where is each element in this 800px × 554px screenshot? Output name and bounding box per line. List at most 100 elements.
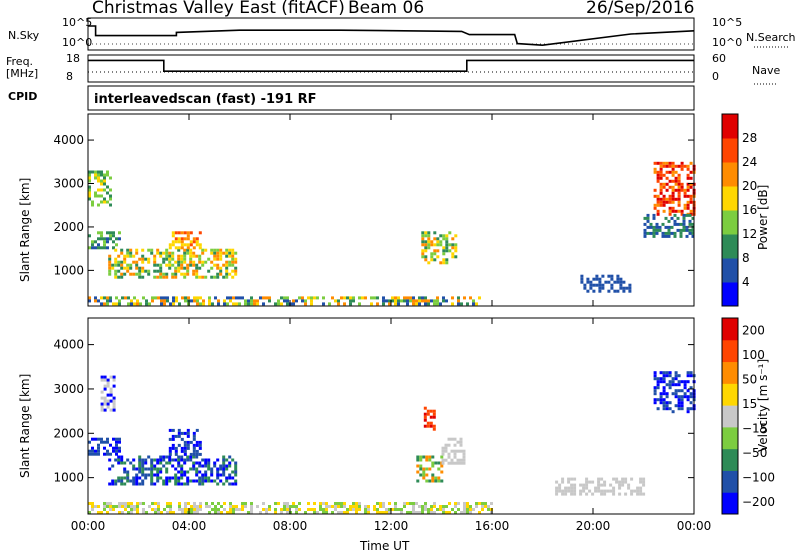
data-cell xyxy=(174,449,178,453)
data-cell xyxy=(109,399,113,403)
data-cell xyxy=(656,203,660,207)
data-cell xyxy=(235,296,238,300)
data-cell xyxy=(680,164,684,168)
data-cell xyxy=(106,505,109,508)
data-cell xyxy=(112,231,115,235)
data-cell xyxy=(238,302,241,306)
data-cell xyxy=(222,467,226,471)
data-cell xyxy=(624,492,628,496)
data-cell xyxy=(426,412,430,416)
data-cell xyxy=(153,254,157,258)
colorbar-tick-label: 50 xyxy=(742,372,757,386)
colorbar-swatch xyxy=(722,361,738,384)
data-cell xyxy=(211,502,214,505)
data-cell xyxy=(228,455,232,459)
data-cell xyxy=(307,508,310,511)
colorbar-swatch xyxy=(722,426,738,450)
data-cell xyxy=(603,480,607,484)
data-cell xyxy=(445,234,449,238)
data-cell xyxy=(436,243,440,247)
data-cell xyxy=(171,251,175,255)
data-cell xyxy=(416,470,420,474)
data-cell xyxy=(627,486,631,490)
data-cell xyxy=(214,296,217,300)
data-cell xyxy=(160,511,163,514)
data-cell xyxy=(670,216,674,220)
data-cell xyxy=(136,302,139,306)
data-cell xyxy=(466,511,469,514)
data-cell xyxy=(686,188,690,192)
data-cell xyxy=(219,266,223,270)
data-cell xyxy=(652,213,656,217)
data-cell xyxy=(153,482,157,486)
data-cell xyxy=(429,424,433,428)
data-cell xyxy=(630,489,634,493)
data-cell xyxy=(150,251,154,255)
data-cell xyxy=(109,502,112,505)
data-cell xyxy=(132,260,136,264)
data-cell xyxy=(141,254,145,258)
data-cell xyxy=(159,470,163,474)
data-cell xyxy=(112,508,115,511)
data-cell xyxy=(649,225,653,229)
data-cell xyxy=(156,467,160,471)
data-cell xyxy=(126,251,130,255)
data-cell xyxy=(153,467,157,471)
data-cell xyxy=(168,266,172,270)
data-cell xyxy=(228,260,232,264)
data-cell xyxy=(668,197,672,201)
data-cell xyxy=(665,164,669,168)
data-cell xyxy=(415,302,418,306)
data-cell xyxy=(689,209,693,213)
data-cell xyxy=(376,508,379,511)
data-cell xyxy=(124,296,127,300)
data-cell xyxy=(103,197,106,201)
data-cell xyxy=(677,173,681,177)
data-cell xyxy=(616,277,620,281)
data-cell xyxy=(183,266,187,270)
data-cell xyxy=(573,489,577,493)
data-cell xyxy=(274,508,277,511)
data-cell xyxy=(451,302,454,306)
data-cell xyxy=(382,296,385,300)
data-cell xyxy=(217,508,220,511)
data-cell xyxy=(444,446,448,450)
data-cell xyxy=(159,251,163,255)
data-cell xyxy=(172,511,175,514)
data-cell xyxy=(628,289,632,293)
data-cell xyxy=(567,477,571,481)
data-cell xyxy=(183,257,187,261)
data-cell xyxy=(677,176,681,180)
data-cell xyxy=(195,443,199,447)
data-cell xyxy=(126,248,130,252)
x-tick-label: 00:00 xyxy=(677,519,712,533)
data-cell xyxy=(100,390,104,394)
data-cell xyxy=(129,461,133,465)
data-cell xyxy=(425,455,429,459)
data-cell xyxy=(100,405,104,409)
data-cell xyxy=(424,240,428,244)
data-cell xyxy=(180,449,184,453)
data-cell xyxy=(207,458,211,462)
data-cell xyxy=(135,248,139,252)
data-cell xyxy=(340,502,343,505)
data-cell xyxy=(100,402,104,406)
data-cell xyxy=(364,511,367,514)
data-cell xyxy=(689,170,693,174)
data-cell xyxy=(177,254,181,258)
data-cell xyxy=(153,473,157,477)
data-cell xyxy=(168,257,172,261)
data-cell xyxy=(379,505,382,508)
data-cell xyxy=(668,212,672,216)
data-cell xyxy=(219,272,223,276)
data-cell xyxy=(106,405,110,409)
data-cell xyxy=(659,401,663,405)
data-cell xyxy=(198,231,202,235)
data-cell xyxy=(422,473,426,477)
data-cell xyxy=(192,449,196,453)
data-cell xyxy=(111,479,115,483)
data-cell xyxy=(97,299,100,303)
data-cell xyxy=(228,263,232,267)
data-cell xyxy=(674,392,678,396)
data-cell xyxy=(207,467,211,471)
